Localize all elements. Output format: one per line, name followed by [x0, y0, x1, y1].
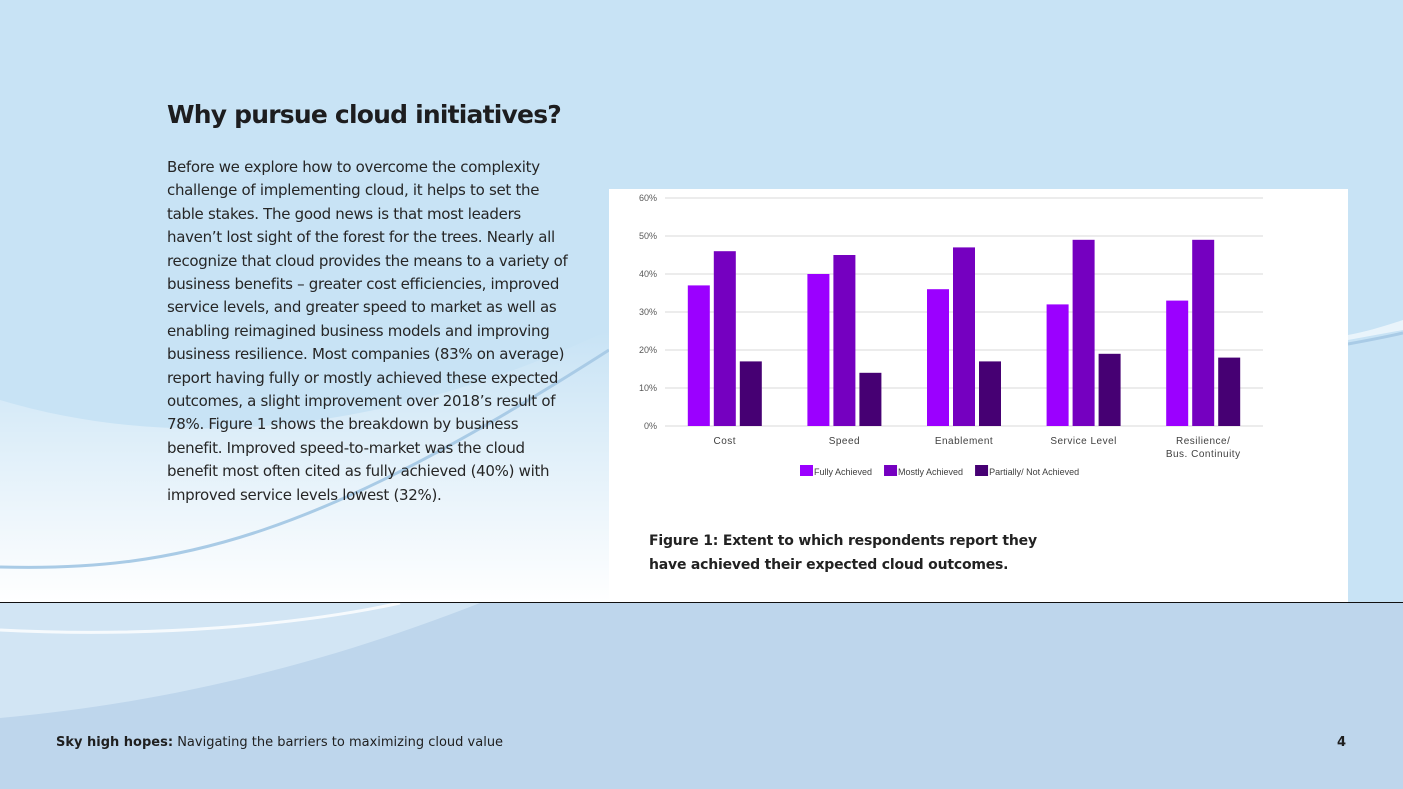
legend-swatch — [884, 465, 898, 476]
bar-fully-achieved-2 — [927, 289, 949, 426]
y-tick-label: 20% — [639, 345, 657, 355]
legend-swatch — [975, 465, 989, 476]
y-tick-label: 40% — [639, 269, 657, 279]
x-tick-label: Enablement — [935, 436, 993, 447]
footer-report-title: Sky high hopes: Navigating the barriers … — [56, 735, 503, 750]
footer-report-name: Sky high hopes: — [56, 735, 174, 750]
bar-mostly-achieved-4 — [1192, 239, 1215, 426]
page-number: 4 — [1336, 735, 1346, 750]
legend-label: Mostly Achieved — [898, 467, 963, 477]
bar-mostly-achieved-2 — [953, 247, 975, 426]
bar-fully-achieved-4 — [1166, 300, 1189, 426]
y-tick-label: 0% — [644, 421, 657, 431]
page-title: Why pursue cloud initiatives? — [167, 100, 562, 129]
bar-chart: 0% 10% 20% 30% 40% 50% 60% Cost Speed Enablement S… — [639, 193, 1263, 477]
y-tick-label: 30% — [639, 307, 657, 317]
x-tick-label: Speed — [829, 436, 860, 447]
figure-caption: Figure 1: Extent to which respondents re… — [649, 533, 1037, 573]
footer-report-subtitle: Navigating the barriers to maximizing cl… — [177, 735, 504, 750]
chart-panel: 0% 10% 20% 30% 40% 50% 60% Cost Speed Enablement S… — [609, 189, 1348, 602]
bar-mostly-achieved-0 — [713, 251, 736, 426]
bar-fully-achieved-3 — [1046, 304, 1069, 426]
y-tick-label: 10% — [639, 383, 657, 393]
bar-mostly-achieved-1 — [833, 255, 856, 426]
legend-label: Fully Achieved — [814, 467, 872, 477]
bar-mostly-achieved-3 — [1072, 239, 1095, 426]
bar-partially-not-achieved-3 — [1098, 353, 1121, 426]
x-tick-label: Resilience/ — [1176, 436, 1230, 447]
y-tick-label: 60% — [639, 193, 657, 203]
bar-partially-not-achieved-2 — [979, 361, 1001, 426]
legend-label: Partially/ Not Achieved — [989, 467, 1079, 477]
bar-partially-not-achieved-0 — [739, 361, 762, 426]
x-tick-label: Bus. Continuity — [1166, 449, 1241, 460]
x-tick-label: Cost — [714, 436, 737, 447]
bar-partially-not-achieved-1 — [859, 372, 882, 426]
legend-swatch — [800, 465, 813, 476]
bar-fully-achieved-1 — [807, 274, 830, 426]
x-tick-label: Service Level — [1050, 436, 1117, 447]
bar-fully-achieved-0 — [687, 285, 710, 426]
body-paragraph: Before we explore how to overcome the co… — [167, 158, 568, 504]
y-tick-label: 50% — [639, 231, 657, 241]
bar-partially-not-achieved-4 — [1218, 357, 1241, 426]
